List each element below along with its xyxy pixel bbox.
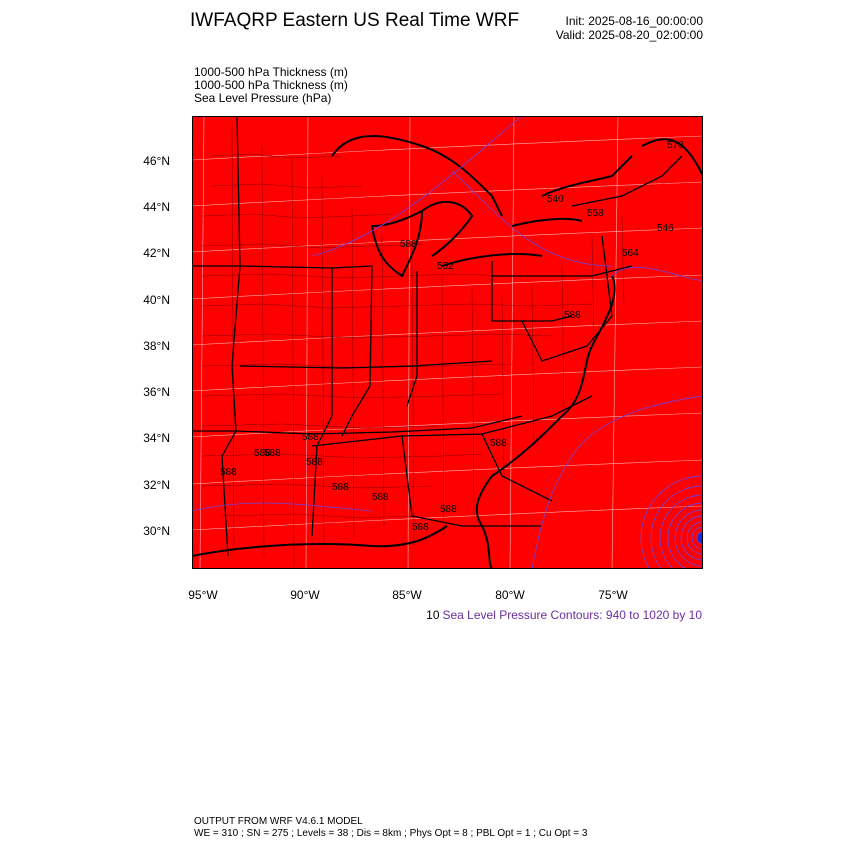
thickness-label: 588 [306,457,323,468]
model-config-line: WE = 310 ; SN = 275 ; Levels = 38 ; Dis … [194,828,588,839]
contour-interval: 10 [426,608,440,622]
thickness-label: 588 [220,467,237,478]
thickness-label: 540 [547,194,564,205]
thickness-label: 588 [400,239,417,250]
map-canvas: 570 540 546 564 558 588 552 588 588 588 … [192,116,703,569]
thickness-label: 552 [437,261,454,272]
thickness-label: 588 [372,492,389,503]
county-lines [201,125,625,567]
thickness-label: 588 [332,482,349,493]
thickness-label: 564 [622,248,639,259]
thickness-label: 588 [412,522,429,533]
map-frame [192,116,703,569]
lat-label: 46°N [143,154,170,168]
lat-label: 44°N [143,200,170,214]
lat-label: 38°N [143,339,170,353]
field-label-slp: Sea Level Pressure (hPa) [194,91,332,105]
map-title: IWFAQRP Eastern US Real Time WRF [190,10,520,31]
thickness-label: 588 [264,448,281,459]
valid-time: Valid: 2025-08-20_02:00:00 [555,28,703,42]
graticule [192,116,703,569]
thickness-label: 588 [564,310,581,321]
lon-label: 85°W [392,588,422,602]
coastlines [192,135,703,569]
thickness-label: 546 [657,223,674,234]
thickness-label: 588 [302,432,319,443]
thickness-label: 588 [440,504,457,515]
lon-label: 80°W [495,588,525,602]
lat-label: 32°N [143,478,170,492]
lat-label: 34°N [143,431,170,445]
thickness-label: 588 [254,448,271,459]
lat-label: 30°N [143,524,170,538]
lat-label: 40°N [143,293,170,307]
contour-text: Sea Level Pressure Contours: 940 to 1020… [442,608,703,622]
contour-legend: 10 Sea Level Pressure Contours: 940 to 10… [426,608,702,622]
thickness-label: 558 [587,208,604,219]
thickness-label: 570 [667,140,684,151]
field-label-thickness-1: 1000-500 hPa Thickness (m) [194,65,348,79]
map-fill [192,116,703,569]
lon-label: 90°W [290,588,320,602]
thickness-labels: 570 540 546 564 558 588 552 588 588 588 … [220,140,684,533]
init-time: Init: 2025-08-16_00:00:00 [565,14,703,28]
lat-label: 36°N [143,385,170,399]
model-output-line: OUTPUT FROM WRF V4.6.1 MODEL [194,816,363,827]
lon-label: 75°W [598,588,628,602]
state-borders [192,116,683,557]
map-panel: 570 540 546 564 558 588 552 588 588 588 … [192,116,703,569]
lat-label: 42°N [143,246,170,260]
slp-contours [192,116,703,569]
field-label-thickness-2: 1000-500 hPa Thickness (m) [194,78,348,92]
thickness-label: 588 [490,438,507,449]
lon-label: 95°W [188,588,218,602]
low-pressure-center [640,475,703,569]
